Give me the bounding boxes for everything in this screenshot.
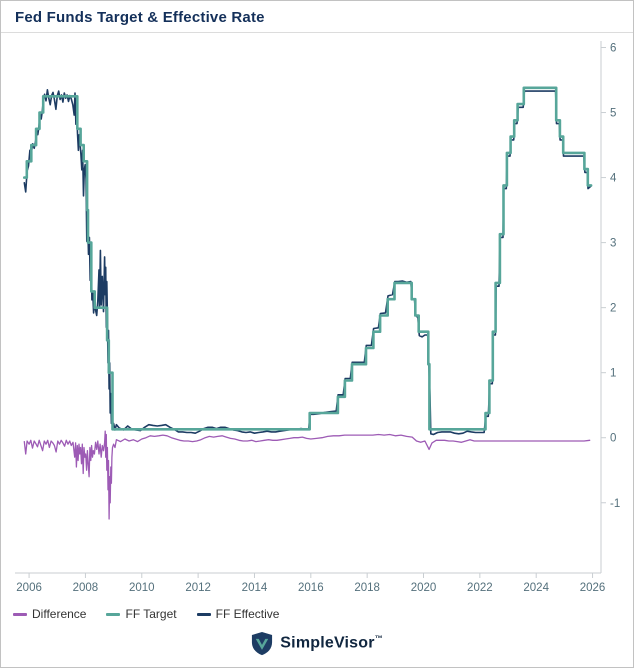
x-tick-label: 2012: [185, 582, 211, 594]
trademark: ™: [374, 634, 383, 644]
chart-canvas: 2006 2008 2010 2012 2014 2016 2018 2020 2022 2024…: [15, 41, 620, 594]
y-tick-label: 6: [610, 43, 616, 55]
legend: Difference FF Target FF Effective: [1, 599, 633, 625]
legend-label: FF Target: [125, 607, 177, 621]
x-tick-label: 2020: [411, 582, 437, 594]
x-tick-label: 2018: [354, 582, 380, 594]
legend-label: FF Effective: [215, 607, 280, 621]
legend-label: Difference: [32, 607, 87, 621]
x-tick-label: 2008: [73, 582, 99, 594]
y-tick-label: 3: [610, 238, 616, 250]
difference-swatch-icon: [13, 612, 27, 616]
ff-target-swatch-icon: [106, 612, 121, 616]
simplevisor-shield-icon: [252, 632, 273, 656]
legend-item-ff-target[interactable]: FF Target: [106, 607, 177, 621]
y-tick-label: 1: [610, 368, 616, 380]
y-tick-label: 4: [610, 173, 617, 185]
x-tick-label: 2024: [523, 582, 549, 594]
x-tick-label: 2006: [16, 582, 42, 594]
page-title: Fed Funds Target & Effective Rate: [15, 9, 265, 26]
series-difference: [23, 430, 591, 520]
series-ff-effective: [23, 89, 592, 436]
legend-item-ff-effective[interactable]: FF Effective: [196, 607, 280, 621]
x-tick-label: 2022: [467, 582, 493, 594]
y-tick-label: 0: [610, 433, 616, 445]
x-tick-label: 2010: [129, 582, 155, 594]
legend-item-difference[interactable]: Difference: [13, 607, 86, 621]
x-tick-label: 2016: [298, 582, 324, 594]
x-tick-label: 2014: [242, 582, 268, 594]
brand-name: SimpleVisor: [280, 634, 375, 652]
y-tick-label: -1: [610, 498, 620, 510]
brand-footer: SimpleVisor™: [1, 625, 633, 656]
y-tick-label: 2: [610, 303, 616, 315]
series-ff-target: [23, 86, 593, 431]
ff-effective-swatch-icon: [196, 612, 211, 616]
x-tick-label: 2026: [580, 582, 606, 594]
title-bar: Fed Funds Target & Effective Rate: [1, 1, 633, 33]
y-tick-label: 5: [610, 108, 616, 120]
